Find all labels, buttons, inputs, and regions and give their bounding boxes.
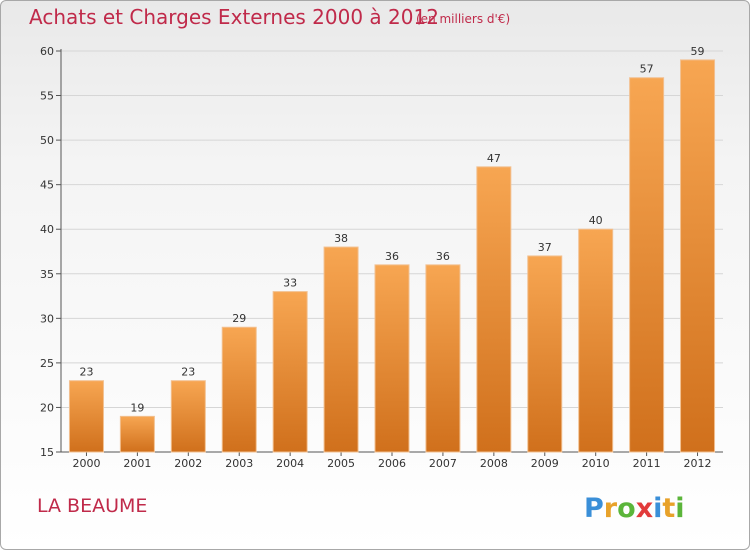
bar-2011 — [629, 77, 665, 453]
bar-2004 — [272, 291, 308, 453]
value-label-2011: 57 — [640, 63, 654, 76]
labels: 23 19 23 29 33 38 36 36 47 37 40 57 59 — [79, 45, 704, 414]
x-tick-label-2008: 2008 — [480, 457, 508, 470]
value-label-2003: 29 — [232, 312, 246, 325]
x-tick-label-2005: 2005 — [327, 457, 355, 470]
chart-title: Achats et Charges Externes 2000 à 2012 — [29, 5, 439, 29]
svg-text:Proxiti: Proxiti — [584, 493, 685, 524]
bar-2006 — [374, 264, 410, 453]
y-tick-label: 35 — [40, 268, 54, 281]
y-tick-label: 15 — [40, 446, 54, 459]
y-tick-label: 40 — [40, 223, 54, 236]
x-tick-label-2010: 2010 — [582, 457, 610, 470]
value-label-2005: 38 — [334, 232, 348, 245]
x-tick-label-2002: 2002 — [174, 457, 202, 470]
value-label-2006: 36 — [385, 250, 399, 263]
city-name: LA BEAUME — [37, 495, 148, 517]
value-label-2008: 47 — [487, 152, 501, 165]
y-tick-label: 50 — [40, 134, 54, 147]
x-tick-label-2001: 2001 — [123, 457, 151, 470]
y-tick-label: 25 — [40, 357, 54, 370]
x-tick-label-2006: 2006 — [378, 457, 406, 470]
value-label-2000: 23 — [79, 366, 93, 379]
bar-2000 — [68, 380, 104, 453]
value-label-2009: 37 — [538, 241, 552, 254]
bar-2012 — [680, 59, 716, 453]
value-label-2002: 23 — [181, 366, 195, 379]
bar-2003 — [221, 326, 257, 453]
value-label-2004: 33 — [283, 277, 297, 290]
axes: 15 20 25 30 35 40 45 50 55 60 2000 2001 2002 2003 2004… — [40, 45, 723, 470]
y-tick-label: 30 — [40, 312, 54, 325]
value-label-2010: 40 — [589, 214, 603, 227]
value-label-2001: 19 — [130, 401, 144, 414]
x-tick-label-2003: 2003 — [225, 457, 253, 470]
bar-2001 — [119, 415, 155, 453]
y-tick-label: 45 — [40, 179, 54, 192]
y-tick-label: 60 — [40, 45, 54, 58]
bar-2010 — [578, 228, 614, 453]
y-tick-label: 55 — [40, 90, 54, 103]
bar-2007 — [425, 264, 461, 453]
x-tick-label-2004: 2004 — [276, 457, 304, 470]
chart-subtitle: (en milliers d'€) — [416, 12, 511, 26]
value-label-2012: 59 — [691, 45, 705, 58]
x-tick-label-2009: 2009 — [531, 457, 559, 470]
y-tick-label: 20 — [40, 401, 54, 414]
x-tick-label-2012: 2012 — [684, 457, 712, 470]
x-tick-label-2000: 2000 — [72, 457, 100, 470]
bar-2002 — [170, 380, 206, 453]
proxiti-logo[interactable]: Proxiti — [584, 489, 694, 525]
bar-2005 — [323, 246, 359, 453]
bars — [68, 59, 716, 453]
bar-2008 — [476, 166, 512, 453]
x-tick-label-2007: 2007 — [429, 457, 457, 470]
x-tick-label-2011: 2011 — [633, 457, 661, 470]
bar-2009 — [527, 255, 563, 453]
value-label-2007: 36 — [436, 250, 450, 263]
